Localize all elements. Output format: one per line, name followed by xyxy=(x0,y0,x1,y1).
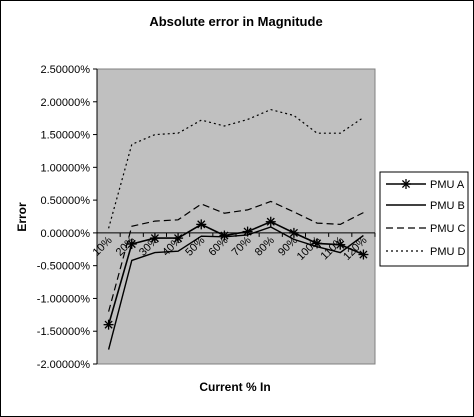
data-point-marker xyxy=(358,249,369,260)
star-marker-stroke xyxy=(266,217,275,226)
data-point-marker xyxy=(103,319,114,330)
y-tick-label: -1.00000% xyxy=(37,293,90,305)
y-tick-label: 2.00000% xyxy=(40,97,90,109)
star-marker-stroke xyxy=(359,250,368,259)
legend-item: PMU A xyxy=(386,179,465,191)
star-marker-stroke xyxy=(336,240,345,249)
star-marker-stroke xyxy=(127,239,136,249)
y-tick-label: -1.50000% xyxy=(37,326,90,338)
y-axis-title: Error xyxy=(15,202,29,232)
chart-title: Absolute error in Magnitude xyxy=(149,14,322,29)
legend-item: PMU C xyxy=(386,223,466,235)
star-marker-stroke xyxy=(174,234,183,243)
data-point-marker xyxy=(196,219,207,230)
star-marker-stroke xyxy=(401,179,411,189)
legend-label: PMU A xyxy=(430,179,465,191)
data-point-marker xyxy=(265,216,276,227)
y-tick-label: 0.50000% xyxy=(40,195,90,207)
series-3 xyxy=(108,200,364,312)
y-axis: 2.50000% 2.00000% 1.50000% 1.00000% 0.50000%… xyxy=(37,64,98,371)
legend-label: PMU C xyxy=(430,223,466,235)
y-tick-label: -2.00000% xyxy=(37,359,90,371)
legend-item: PMU B xyxy=(386,200,465,212)
y-tick-label: 0.00000% xyxy=(40,228,90,240)
star-marker-stroke xyxy=(150,234,159,243)
series-line xyxy=(108,200,364,312)
y-tick-label: 1.50000% xyxy=(40,130,90,142)
data-point-marker xyxy=(149,233,160,244)
star-marker-stroke xyxy=(197,220,206,229)
star-marker-stroke xyxy=(243,227,252,236)
plot-area xyxy=(96,68,376,365)
legend-label: PMU D xyxy=(430,246,466,258)
data-point-marker xyxy=(173,233,184,244)
star-marker-stroke xyxy=(104,320,113,329)
legend-marker xyxy=(401,179,411,189)
data-point-marker xyxy=(126,239,137,250)
y-tick-label: -0.50000% xyxy=(37,261,90,273)
y-tick-label: 1.00000% xyxy=(40,162,90,174)
legend-box xyxy=(379,171,469,267)
data-point-marker xyxy=(335,239,346,250)
legend-label: PMU B xyxy=(430,200,465,212)
x-axis-title: Current % In xyxy=(199,380,270,394)
y-tick-label: 2.50000% xyxy=(40,64,90,76)
legend-item: PMU D xyxy=(386,246,466,258)
legend: PMU A PMU B PMU C PMU D xyxy=(379,171,469,267)
